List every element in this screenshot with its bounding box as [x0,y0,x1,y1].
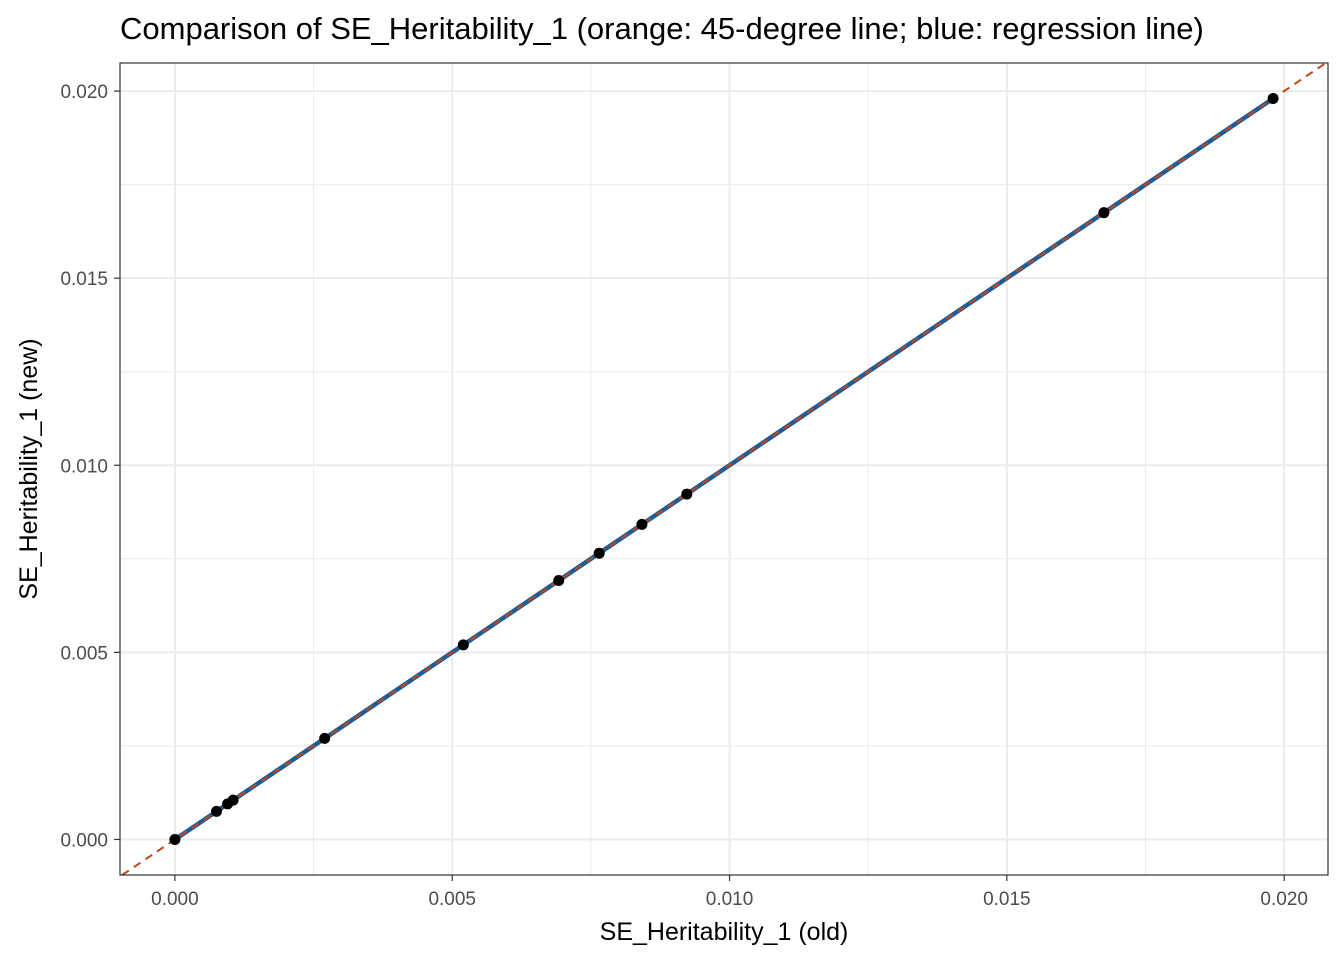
data-points [169,93,1279,845]
y-axis-title: SE_Heritability_1 (new) [15,338,43,599]
panel-border [119,62,1329,876]
x-tick-label: 0.000 [151,889,199,910]
y-tick-label: 0.020 [60,82,108,103]
data-point [553,575,565,587]
x-axis-title: SE_Heritability_1 (old) [600,918,849,946]
y-tick-label: 0.005 [60,643,108,664]
data-point [593,547,605,559]
axis-ticks: 0.000 0.005 0.010 0.015 0.020 0.000 0.005 0.010… [60,82,1308,910]
y-tick-label: 0.010 [60,456,108,477]
y-tick-label: 0.000 [60,830,108,851]
data-point [1098,207,1110,219]
x-tick-label: 0.005 [428,889,476,910]
data-point [169,833,181,845]
data-point [319,732,331,744]
data-point [457,639,469,651]
x-tick-label: 0.010 [706,889,754,910]
data-point [681,488,693,500]
x-tick-label: 0.020 [1260,889,1308,910]
x-tick-label: 0.015 [983,889,1031,910]
y-tick-label: 0.015 [60,269,108,290]
chart-title: Comparison of SE_Heritability_1 (orange:… [120,11,1204,46]
data-point [211,805,223,817]
data-point [227,794,239,806]
data-point [636,518,648,530]
data-point [1267,93,1279,105]
grid-lines [120,63,1328,875]
